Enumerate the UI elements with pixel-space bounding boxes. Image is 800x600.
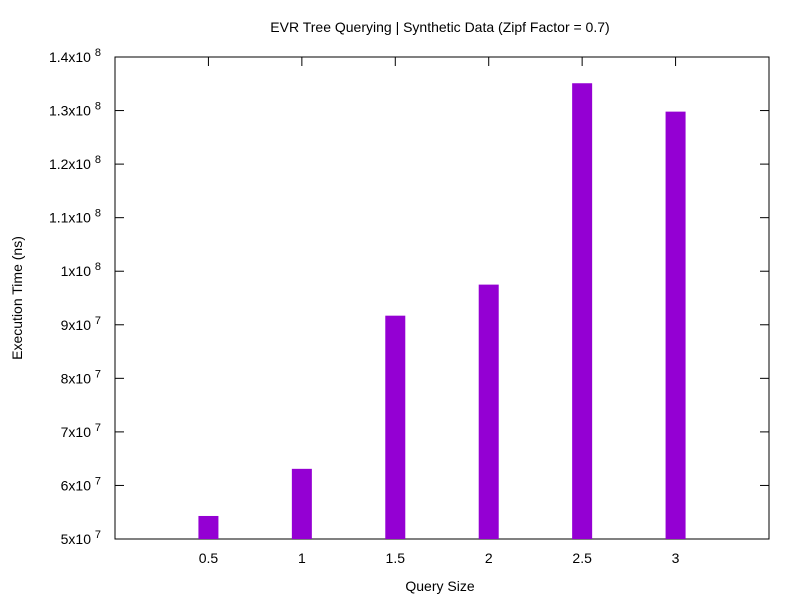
bar <box>572 83 593 540</box>
y-tick-mantissa: 1.3x10 <box>49 103 95 119</box>
y-tick-label: 5x10 7 <box>61 529 101 547</box>
x-axis-label: Query Size <box>405 578 474 594</box>
y-tick-label: 1.2x10 8 <box>49 154 101 172</box>
plot-frame <box>114 56 770 540</box>
chart-title: EVR Tree Querying | Synthetic Data (Zipf… <box>270 19 609 35</box>
y-tick-mantissa: 9x10 <box>61 317 95 333</box>
bar <box>385 315 406 539</box>
y-tick-mantissa: 8x10 <box>61 370 95 386</box>
y-tick-mantissa: 1.2x10 <box>49 156 95 172</box>
y-tick-exponent: 8 <box>95 261 101 273</box>
x-tick-label: 0.5 <box>199 550 219 566</box>
y-tick-exponent: 8 <box>95 154 101 166</box>
y-tick-label: 6x10 7 <box>61 475 101 493</box>
y-tick-exponent: 8 <box>95 208 101 220</box>
bars <box>198 83 686 540</box>
y-tick-label: 8x10 7 <box>61 368 101 386</box>
bar <box>478 284 499 539</box>
y-tick-exponent: 7 <box>95 529 101 541</box>
y-tick-label: 1.4x10 8 <box>49 47 101 65</box>
y-tick-exponent: 8 <box>95 101 101 113</box>
y-tick-exponent: 7 <box>95 422 101 434</box>
y-tick-label: 9x10 7 <box>61 315 101 333</box>
x-tick-label: 1.5 <box>386 550 406 566</box>
x-tick-label: 3 <box>672 550 680 566</box>
y-tick-label: 7x10 7 <box>61 422 101 440</box>
y-tick-exponent: 7 <box>95 368 101 380</box>
y-tick-mantissa: 1x10 <box>61 263 95 279</box>
y-tick-mantissa: 6x10 <box>61 477 95 493</box>
bar <box>665 111 686 540</box>
y-tick-label: 1.1x10 8 <box>49 208 101 226</box>
x-axis-ticks: 0.5 1 1.5 2 2.5 3 <box>199 57 680 566</box>
y-tick-mantissa: 1.1x10 <box>49 210 95 226</box>
bar <box>198 515 219 539</box>
y-tick-exponent: 7 <box>95 475 101 487</box>
y-tick-exponent: 7 <box>95 315 101 327</box>
y-tick-exponent: 8 <box>95 47 101 59</box>
x-tick-label: 2 <box>485 550 493 566</box>
y-tick-label: 1.3x10 8 <box>49 101 101 119</box>
x-tick-label: 2.5 <box>572 550 592 566</box>
y-tick-mantissa: 7x10 <box>61 424 95 440</box>
y-tick-mantissa: 5x10 <box>61 531 95 547</box>
x-tick-label: 1 <box>298 550 306 566</box>
bar <box>291 468 312 539</box>
y-tick-mantissa: 1.4x10 <box>49 49 95 65</box>
y-axis-label: Execution Time (ns) <box>9 236 25 360</box>
y-tick-label: 1x10 8 <box>61 261 101 279</box>
